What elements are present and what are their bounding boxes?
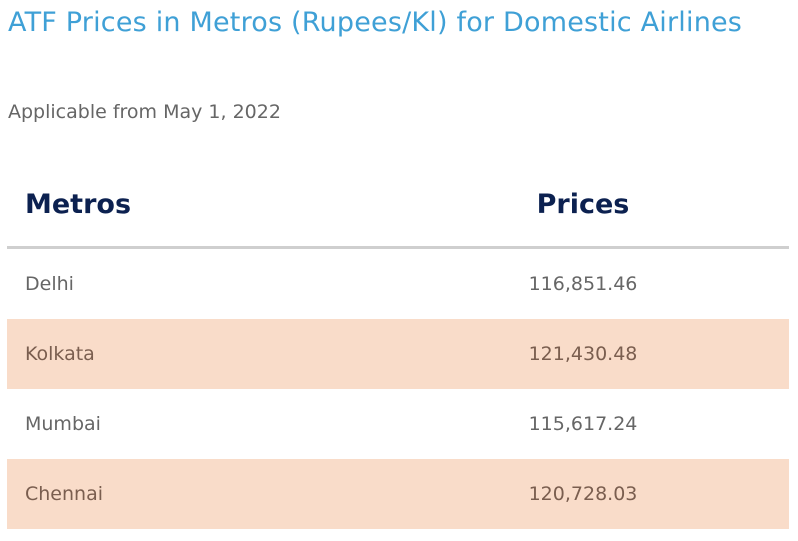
effective-date-subtitle: Applicable from May 1, 2022 xyxy=(8,101,281,123)
price-cell: 121,430.48 xyxy=(528,343,638,365)
price-cell: 115,617.24 xyxy=(528,413,638,435)
price-cell: 120,728.03 xyxy=(528,483,638,505)
table-header-row: Metros Prices xyxy=(7,171,789,249)
column-header-metros: Metros xyxy=(25,189,132,220)
metro-cell: Mumbai xyxy=(25,413,101,435)
table-row: Mumbai 115,617.24 xyxy=(7,389,789,459)
table-row: Delhi 116,851.46 xyxy=(7,249,789,319)
metro-cell: Delhi xyxy=(25,273,74,295)
table-row: Kolkata 121,430.48 xyxy=(7,319,789,389)
table-row: Chennai 120,728.03 xyxy=(7,459,789,529)
column-header-prices: Prices xyxy=(536,189,630,220)
atf-price-table: Metros Prices Delhi 116,851.46 Kolkata 1… xyxy=(7,171,789,529)
metro-cell: Kolkata xyxy=(25,343,95,365)
price-cell: 116,851.46 xyxy=(528,273,638,295)
metro-cell: Chennai xyxy=(25,483,104,505)
page-title: ATF Prices in Metros (Rupees/Kl) for Dom… xyxy=(8,7,743,38)
